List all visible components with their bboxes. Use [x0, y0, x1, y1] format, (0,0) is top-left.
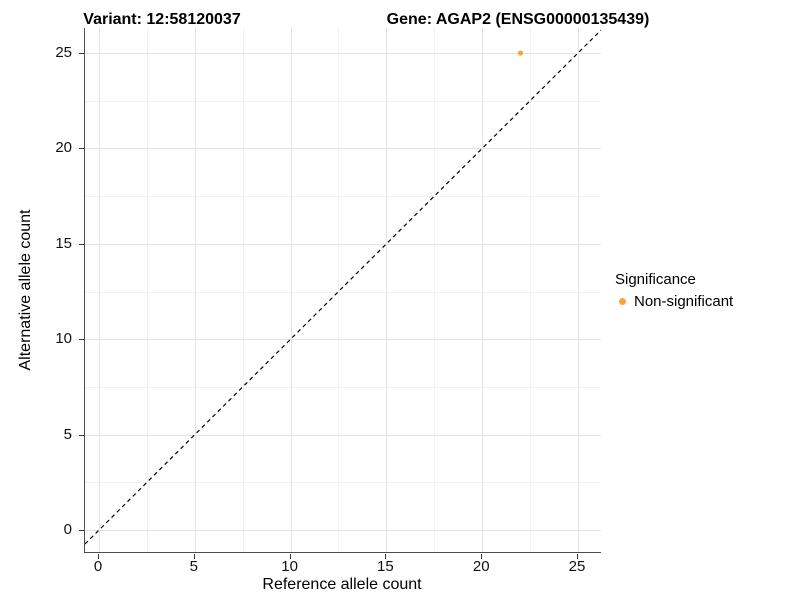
plot-title-variant: Variant: 12:58120037 — [83, 11, 241, 28]
x-tick-mark — [193, 554, 195, 559]
x-tick-label: 15 — [377, 558, 394, 575]
gridline-major-vertical — [98, 28, 100, 552]
gridline-minor-horizontal — [85, 482, 601, 484]
gridline-minor-vertical — [338, 28, 340, 552]
x-axis-title: Reference allele count — [262, 576, 422, 593]
gridline-major-horizontal — [85, 148, 601, 150]
y-tick-label: 20 — [55, 139, 72, 157]
legend-item-label: Non-significant — [634, 292, 734, 310]
gridline-major-vertical — [290, 28, 292, 552]
y-tick-mark — [79, 52, 84, 54]
x-tick-mark — [97, 554, 99, 559]
plot-layer — [85, 29, 601, 545]
gridline-major-vertical — [194, 28, 196, 552]
gridline-major-horizontal — [85, 530, 601, 532]
gridline-major-vertical — [578, 28, 579, 552]
gridline-major-vertical — [482, 28, 484, 552]
gridline-major-horizontal — [85, 339, 601, 341]
data-point — [517, 50, 524, 56]
y-tick-label: 5 — [63, 425, 72, 443]
gridline-minor-vertical — [242, 28, 244, 552]
x-tick-label: 0 — [93, 558, 103, 575]
legend-point-icon — [619, 297, 626, 305]
y-tick-label: 0 — [63, 521, 72, 539]
x-tick-label: 5 — [189, 558, 198, 575]
identity-line — [85, 29, 601, 545]
gridline-minor-vertical — [434, 28, 436, 552]
gridline-minor-horizontal — [85, 100, 601, 102]
plot-panel — [84, 28, 601, 553]
legend: Significance Non-significant — [615, 270, 733, 310]
gridline-minor-vertical — [530, 28, 532, 552]
y-tick-mark — [79, 434, 84, 436]
x-tick-mark — [577, 554, 578, 559]
gridline-minor-horizontal — [85, 196, 601, 198]
x-tick-mark — [385, 554, 387, 559]
x-tick-mark — [289, 554, 291, 559]
x-tick-label: 10 — [281, 558, 298, 575]
y-tick-mark — [79, 530, 84, 532]
y-tick-label: 15 — [55, 234, 72, 252]
x-tick-mark — [481, 554, 483, 559]
y-tick-label: 10 — [55, 330, 72, 348]
gridline-major-horizontal — [85, 243, 601, 245]
x-tick-label: 25 — [568, 558, 586, 575]
gridline-major-horizontal — [85, 52, 601, 54]
gridline-major-vertical — [386, 28, 388, 552]
gridline-minor-horizontal — [85, 386, 601, 388]
gridline-minor-vertical — [146, 28, 148, 552]
gridline-minor-horizontal — [85, 291, 601, 293]
x-tick-label: 20 — [472, 558, 490, 575]
legend-item-non-significant: Non-significant — [615, 292, 733, 310]
legend-title: Significance — [615, 271, 696, 288]
plot-title-gene: Gene: AGAP2 (ENSG00000135439) — [386, 11, 650, 28]
y-tick-mark — [79, 339, 84, 341]
gridline-major-horizontal — [85, 434, 601, 436]
y-tick-label: 25 — [55, 43, 72, 61]
y-tick-mark — [79, 243, 84, 245]
y-tick-mark — [79, 148, 84, 150]
